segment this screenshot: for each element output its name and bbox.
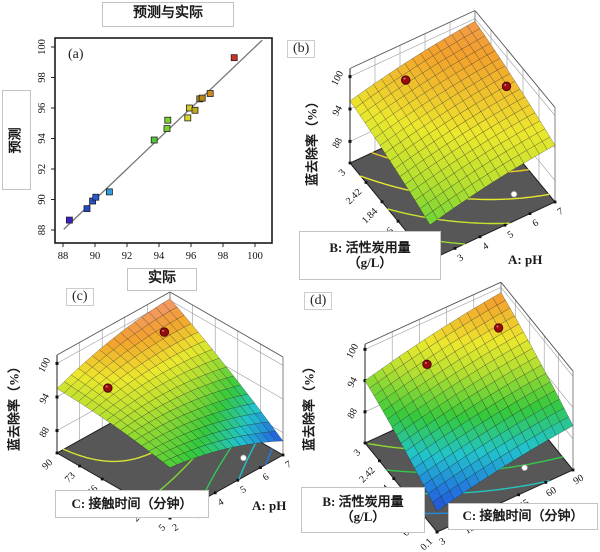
svg-text:94: 94 xyxy=(37,133,48,144)
floor-design-point xyxy=(521,464,529,472)
svg-text:100: 100 xyxy=(37,39,48,55)
svg-text:90: 90 xyxy=(40,457,55,472)
design-points xyxy=(103,327,170,393)
svg-text:94: 94 xyxy=(154,251,165,262)
scatter-axes: 88 90 92 94 96 98 100 88 90 92 94 96 98 100 xyxy=(37,39,263,262)
panel-letter-b: (b) xyxy=(287,40,316,58)
panel-b-zlabel: 蓝去除率（%） xyxy=(304,95,320,187)
panel-c-left-axis-title: C: 接触时间（分钟） xyxy=(55,490,209,518)
svg-text:100: 100 xyxy=(344,342,361,360)
svg-text:4: 4 xyxy=(481,241,491,253)
svg-text:88: 88 xyxy=(38,425,52,439)
svg-text:7: 7 xyxy=(556,206,566,218)
svg-text:2.42: 2.42 xyxy=(344,187,364,207)
panel-b-left-axis-title: B: 活性炭用量 （g/L） xyxy=(299,231,441,280)
svg-text:6: 6 xyxy=(261,471,271,483)
panel-c-surface-plot: 889410052239567390234567 xyxy=(36,291,294,534)
panel-a-xlabel-box: 实际 xyxy=(127,268,197,291)
svg-text:88: 88 xyxy=(58,251,69,262)
panel-a-scatter-plot: 88 90 92 94 96 98 100 88 90 92 94 96 98 100 xyxy=(37,37,273,262)
floor-design-point xyxy=(510,190,518,198)
svg-text:73: 73 xyxy=(63,470,78,485)
svg-text:2.42: 2.42 xyxy=(357,465,377,485)
svg-text:92: 92 xyxy=(37,164,48,175)
svg-text:98: 98 xyxy=(37,72,48,83)
panel-letter-d: (d) xyxy=(304,292,333,310)
svg-text:98: 98 xyxy=(218,251,229,262)
svg-text:2: 2 xyxy=(171,522,181,534)
surface-mesh xyxy=(56,298,284,468)
svg-text:5: 5 xyxy=(506,229,516,241)
design-points xyxy=(422,323,504,369)
panel-a-ylabel-box: 预测 xyxy=(2,90,31,190)
svg-text:96: 96 xyxy=(186,251,197,262)
svg-text:100: 100 xyxy=(329,69,346,87)
surface-mesh xyxy=(349,20,556,226)
panel-d-left-axis-title: B: 活性炭用量 （g/L） xyxy=(301,487,425,533)
svg-text:94: 94 xyxy=(331,104,345,118)
svg-text:88: 88 xyxy=(346,407,360,421)
figure-title: 预测与实际 xyxy=(102,2,234,27)
svg-text:88: 88 xyxy=(331,136,345,150)
panel-b-right-axis-title: A: pH xyxy=(508,252,543,267)
svg-text:7: 7 xyxy=(284,459,294,471)
svg-text:100: 100 xyxy=(36,356,53,374)
svg-text:3: 3 xyxy=(456,252,466,264)
z-axis: 88 94 100 xyxy=(329,68,352,163)
svg-text:0.1: 0.1 xyxy=(419,536,436,552)
svg-text:92: 92 xyxy=(122,251,133,262)
panel-letter-a: (a) xyxy=(68,47,84,62)
svg-text:100: 100 xyxy=(247,251,263,262)
svg-text:96: 96 xyxy=(37,103,48,114)
panel-c-zlabel: 蓝去除率（%） xyxy=(6,360,22,452)
panel-d-right-axis-title: C: 接触时间（分钟） xyxy=(448,503,598,530)
scatter-points xyxy=(66,54,238,224)
panel-d-zlabel: 蓝去除率（%） xyxy=(301,360,317,452)
svg-text:94: 94 xyxy=(38,392,52,406)
panel-c-right-axis-title: A: pH xyxy=(252,498,287,513)
svg-text:90: 90 xyxy=(572,473,586,488)
panel-letter-c: (c) xyxy=(66,288,94,306)
z-axis: 88 94 100 xyxy=(344,342,367,443)
svg-text:5: 5 xyxy=(238,484,248,496)
svg-text:90: 90 xyxy=(90,251,101,262)
svg-text:94: 94 xyxy=(346,375,360,389)
svg-text:1.84: 1.84 xyxy=(360,206,380,226)
svg-text:88: 88 xyxy=(37,225,48,236)
svg-text:3: 3 xyxy=(352,447,363,458)
floor-design-point xyxy=(240,454,247,462)
panel-a-ylabel: 预测 xyxy=(8,126,24,154)
svg-text:3: 3 xyxy=(337,167,348,178)
design-points xyxy=(401,75,512,92)
svg-text:60: 60 xyxy=(544,485,558,500)
svg-text:3: 3 xyxy=(438,536,448,548)
svg-text:5: 5 xyxy=(157,522,168,533)
svg-text:6: 6 xyxy=(531,217,541,229)
surface-mesh xyxy=(364,292,574,512)
svg-text:90: 90 xyxy=(37,194,48,205)
z-axis: 88 94 100 xyxy=(36,355,59,453)
svg-text:4: 4 xyxy=(216,497,226,509)
